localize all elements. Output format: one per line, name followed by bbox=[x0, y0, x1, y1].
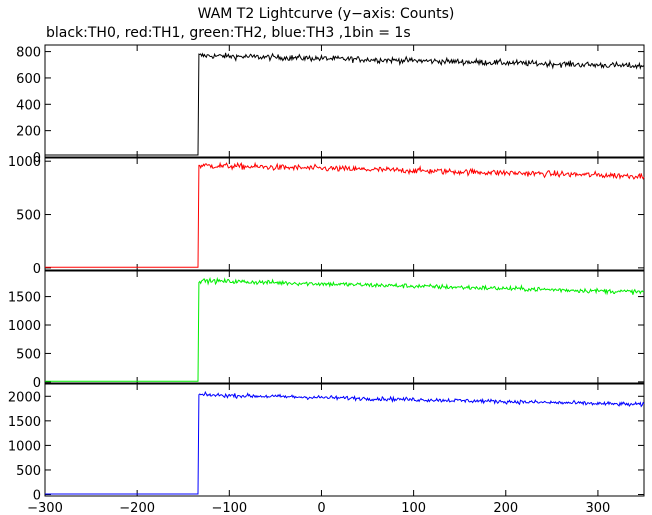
x-tick-label: 300 bbox=[586, 501, 611, 515]
y-tick-label: 500 bbox=[16, 464, 41, 479]
y-tick-label: 500 bbox=[16, 347, 41, 362]
panel-frame-th3 bbox=[44, 383, 645, 497]
panel-frame-th1 bbox=[44, 157, 645, 271]
y-tick-label: 1500 bbox=[8, 415, 41, 430]
chart-title: WAM T2 Lightcurve (y−axis: Counts) bbox=[197, 6, 455, 22]
x-tick-label: 0 bbox=[317, 501, 325, 515]
y-tick-label: 0 bbox=[33, 151, 41, 166]
x-tick-label: 200 bbox=[493, 501, 518, 515]
series-line-th2 bbox=[45, 276, 645, 382]
series-line-th0 bbox=[45, 52, 645, 156]
series-line-th3 bbox=[45, 390, 645, 495]
x-tick-label: −300 bbox=[27, 501, 63, 515]
x-tick-label: −100 bbox=[211, 501, 247, 515]
y-tick-label: 400 bbox=[16, 98, 41, 113]
y-tick-label: 1000 bbox=[8, 439, 41, 454]
y-tick-label: 0 bbox=[33, 489, 41, 504]
y-tick-label: 0 bbox=[33, 376, 41, 391]
y-tick-label: 1000 bbox=[8, 155, 41, 170]
x-tick-label: −200 bbox=[119, 501, 155, 515]
y-tick-label: 200 bbox=[16, 125, 41, 140]
y-tick-label: 500 bbox=[16, 209, 41, 224]
y-tick-label: 1000 bbox=[8, 319, 41, 334]
y-tick-label: 600 bbox=[16, 72, 41, 87]
panel-frame-th2 bbox=[44, 270, 645, 384]
y-tick-label: 800 bbox=[16, 46, 41, 61]
y-tick-label: 2000 bbox=[8, 390, 41, 405]
series-line-th1 bbox=[45, 161, 645, 268]
panel-frame-th0 bbox=[44, 44, 645, 158]
chart-subtitle: black:TH0, red:TH1, green:TH2, blue:TH3 … bbox=[46, 25, 411, 41]
x-tick-label: 100 bbox=[401, 501, 426, 515]
y-tick-label: 1500 bbox=[8, 291, 41, 306]
y-tick-label: 0 bbox=[33, 262, 41, 277]
